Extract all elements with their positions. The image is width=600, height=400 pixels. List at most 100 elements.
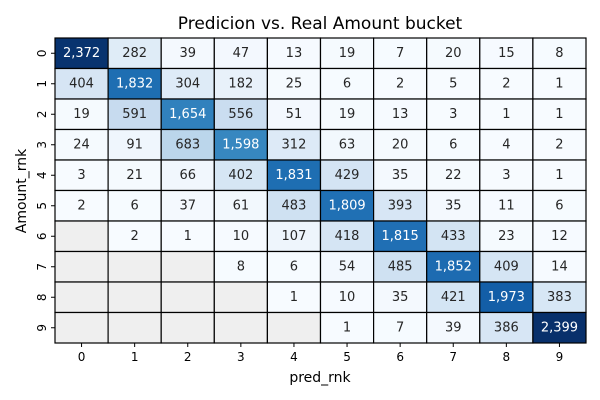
heatmap-cell-r6-c0: [54, 220, 109, 253]
heatmap-cell-r2-c2: [160, 98, 215, 131]
cell-value-label: 1: [290, 290, 298, 305]
y-axis-label: Amount_rnk: [14, 148, 30, 233]
cell-value-label: 1: [555, 107, 563, 122]
heatmap-cell-r7-c8: [479, 250, 534, 283]
cell-value-label: 556: [228, 107, 253, 122]
cell-value-label: 24: [73, 137, 90, 152]
heatmap-cell-r9-c9: [532, 311, 587, 344]
cell-value-label: 63: [339, 137, 356, 152]
cell-value-label: 66: [179, 168, 196, 183]
cell-value-label: 13: [286, 46, 303, 61]
cell-value-label: 11: [498, 198, 515, 213]
heatmap-cell-r7-c7: [426, 250, 481, 283]
x-tick-label: 4: [290, 350, 298, 364]
heatmap-cell-r8-c8: [479, 281, 534, 314]
heatmap-cell-r0-c7: [426, 37, 481, 70]
heatmap-cell-r9-c2: [160, 311, 215, 344]
cell-value-label: 383: [547, 290, 572, 305]
heatmap-cell-r1-c5: [319, 67, 375, 100]
cell-value-label: 3: [449, 107, 457, 122]
cell-value-label: 54: [339, 259, 356, 274]
heatmap-cell-r8-c3: [213, 281, 269, 314]
heatmap-cell-r8-c6: [373, 281, 428, 314]
cell-value-label: 12: [551, 229, 568, 244]
heatmap-cell-r1-c8: [479, 67, 534, 100]
heatmap-cell-r9-c0: [54, 311, 109, 344]
cell-value-label: 6: [449, 137, 457, 152]
cell-value-label: 6: [343, 76, 351, 91]
cell-value-label: 182: [228, 76, 253, 91]
heatmap-cell-r8-c9: [532, 281, 587, 314]
heatmap-cell-r5-c0: [54, 189, 109, 222]
x-axis-ticks: 0 1 2 3 4 5 6 7 8 9: [78, 343, 564, 364]
cell-value-label: 1,973: [488, 290, 525, 305]
cell-value-label: 8: [555, 46, 563, 61]
heatmap-cell-r4-c5: [319, 159, 375, 192]
cell-value-label: 22: [445, 168, 462, 183]
heatmap-cell-r3-c0: [54, 128, 109, 161]
cell-value-label: 591: [122, 107, 147, 122]
heatmap-cell-r5-c5: [319, 189, 375, 222]
x-tick-label: 1: [131, 350, 139, 364]
heatmap-cell-r6-c7: [426, 220, 481, 253]
cell-value-label: 2: [77, 198, 85, 213]
cell-value-label: 15: [498, 46, 515, 61]
heatmap-cell-r0-c1: [107, 37, 162, 70]
cell-value-label: 6: [555, 198, 563, 213]
heatmap-cell-r7-c0: [54, 250, 109, 283]
cell-value-label: 37: [179, 198, 196, 213]
cell-value-label: 23: [498, 229, 515, 244]
cell-value-label: 2: [396, 76, 404, 91]
heatmap-cell-r8-c2: [160, 281, 215, 314]
heatmap-cell-r9-c4: [266, 311, 322, 344]
heatmap-cell-r2-c9: [532, 98, 587, 131]
cell-value-label: 2: [502, 76, 510, 91]
heatmap-cell-r7-c5: [319, 250, 375, 283]
cell-value-label: 2: [555, 137, 563, 152]
heatmap-cell-r1-c6: [373, 67, 428, 100]
cell-value-label: 2,399: [541, 320, 578, 335]
cell-value-label: 21: [126, 168, 143, 183]
cell-value-label: 7: [396, 320, 404, 335]
heatmap-cell-r9-c3: [213, 311, 269, 344]
heatmap-cell-r5-c4: [266, 189, 322, 222]
cell-value-label: 10: [339, 290, 356, 305]
y-tick-label: 1: [35, 80, 49, 88]
cell-value-label: 107: [282, 229, 307, 244]
y-tick-label: 5: [35, 202, 49, 210]
y-tick-label: 0: [35, 49, 49, 57]
cell-value-label: 1: [502, 107, 510, 122]
cell-value-label: 7: [396, 46, 404, 61]
cell-value-label: 1,852: [435, 259, 472, 274]
y-tick-label: 4: [35, 171, 49, 179]
x-tick-label: 2: [184, 350, 192, 364]
cell-value-label: 304: [175, 76, 200, 91]
cell-value-label: 6: [290, 259, 298, 274]
x-tick-label: 9: [556, 350, 564, 364]
cell-value-label: 8: [237, 259, 245, 274]
cell-value-label: 418: [335, 229, 360, 244]
cell-value-label: 47: [233, 46, 250, 61]
cell-value-label: 25: [286, 76, 303, 91]
cell-value-label: 404: [69, 76, 94, 91]
heatmap-cell-r6-c1: [107, 220, 162, 253]
heatmap-cell-r6-c6: [373, 220, 428, 253]
y-axis-ticks: 0 1 2 3 4 5 6 7 8 9: [35, 49, 55, 332]
y-tick-label: 9: [35, 324, 49, 332]
heatmap-cell-r4-c6: [373, 159, 428, 192]
x-tick-label: 6: [396, 350, 404, 364]
cell-value-label: 683: [175, 137, 200, 152]
cell-value-label: 282: [122, 46, 147, 61]
y-tick-label: 8: [35, 293, 49, 301]
x-tick-label: 8: [503, 350, 511, 364]
cell-value-label: 485: [388, 259, 413, 274]
heatmap-cell-r4-c8: [479, 159, 534, 192]
cell-value-label: 35: [392, 290, 409, 305]
heatmap-cell-r6-c9: [532, 220, 587, 253]
heatmap-cell-r1-c3: [213, 67, 269, 100]
cell-value-label: 13: [392, 107, 409, 122]
cell-value-label: 483: [282, 198, 307, 213]
heatmap-cell-r9-c1: [107, 311, 162, 344]
heatmap-cell-r8-c1: [107, 281, 162, 314]
